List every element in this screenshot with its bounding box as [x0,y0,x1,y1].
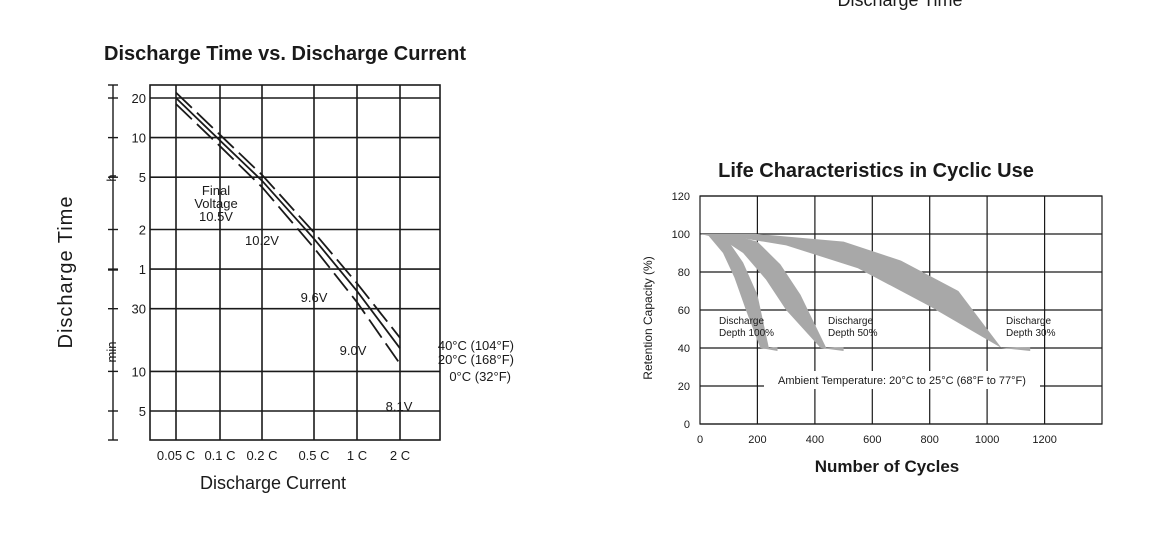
annotation-final: Final [202,183,230,198]
y-tick-label: 30 [132,302,146,317]
y-tick-label: 10 [132,364,146,379]
annotation-10-5v: 10.5V [199,209,233,224]
y-tick-label: 120 [672,191,690,203]
gridlines [150,85,440,440]
cycle-life-chart: Life Characteristics in Cyclic Use Disch… [641,160,1103,476]
y-axis-label: Retention Capacity (%) [641,256,655,379]
y-tick-label: 0 [684,419,690,431]
legend-20c: 20°C (168°F) [438,352,514,367]
y-tick-label: 60 [678,305,690,317]
annotation-8-1v: 8.1V [386,399,413,414]
x-tick-label: 600 [863,434,881,446]
annotation-voltage: Voltage [194,196,237,211]
chart-title: Life Characteristics in Cyclic Use [718,160,1034,182]
y-tick-label: 5 [139,170,146,185]
discharge-curve-1 [175,97,401,349]
x-axis-label: Number of Cycles [815,457,960,476]
y-tick-label: 5 [139,404,146,419]
annotation-9-0v: 9.0V [340,343,367,358]
y-tick-label: 20 [678,381,690,393]
x-tick-label: 800 [921,434,939,446]
y-tick-label: 10 [132,131,146,146]
discharge-time-chart: Discharge Time vs. Discharge Current h m… [55,43,514,493]
discharge-curve-0 [175,91,401,339]
x-tick-label: 0.05 C [157,448,195,463]
capacity-band-2 [700,234,1031,351]
x-tick-label: 1200 [1032,434,1056,446]
discharge-curve-2 [175,103,401,365]
series-label-2: Discharge [1006,316,1051,327]
capacity-band-1 [700,234,844,351]
y-axis-label: Discharge Time [55,196,77,349]
y-unit-hours: h [104,174,119,181]
x-tick-labels: 0.05 C 0.1 C 0.2 C 0.5 C 1 C 2 C [157,448,410,463]
annotation-9-6v: 9.6V [301,290,328,305]
annotation-background [764,371,1040,389]
plot-frame [149,84,441,441]
legend-40c: 40°C (104°F) [438,338,514,353]
y-unit-minutes: min [104,342,119,363]
cropped-header-text: Discharge Time [837,0,962,10]
voltage-annotations: Final Voltage 10.5V 10.2V 9.6V 9.0V 8.1V [194,183,412,414]
x-tick-label: 1000 [975,434,999,446]
y-tick-label: 2 [139,223,146,238]
x-tick-label: 400 [806,434,824,446]
series-label-0-depth: Depth 100% [719,328,774,339]
legend-0c: 0°C (32°F) [449,369,511,384]
x-tick-label: 0 [697,434,703,446]
y-tick-labels: 0 20 40 60 80 100 120 [672,191,690,431]
x-tick-label: 0.1 C [204,448,235,463]
y-tick-label: 40 [678,343,690,355]
series-label-1: Discharge [828,316,873,327]
chart-title: Discharge Time vs. Discharge Current [104,43,466,65]
y-tick-labels: 20 10 5 2 1 30 10 5 [108,91,146,419]
x-tick-label: 200 [748,434,766,446]
x-tick-label: 1 C [347,448,367,463]
x-tick-label: 0.2 C [246,448,277,463]
series-label-0: Discharge [719,316,764,327]
capacity-band-0 [700,234,778,351]
x-axis-label: Discharge Current [200,473,346,493]
ambient-temperature-note: Ambient Temperature: 20°C to 25°C (68°F … [778,375,1026,387]
temperature-legend: 40°C (104°F) 20°C (168°F) 0°C (32°F) [438,338,514,384]
series-label-2-depth: Depth 30% [1006,328,1056,339]
discharge-curves [175,91,401,365]
y-tick-label: 100 [672,229,690,241]
y-tick-label: 1 [139,262,146,277]
x-tick-labels: 0 200 400 600 800 1000 1200 [697,434,1057,446]
y-tick-label: 20 [132,91,146,106]
y-tick-label: 80 [678,267,690,279]
series-label-1-depth: Depth 50% [828,328,878,339]
x-tick-label: 0.5 C [298,448,329,463]
annotation-10-2v: 10.2V [245,233,279,248]
x-tick-label: 2 C [390,448,410,463]
